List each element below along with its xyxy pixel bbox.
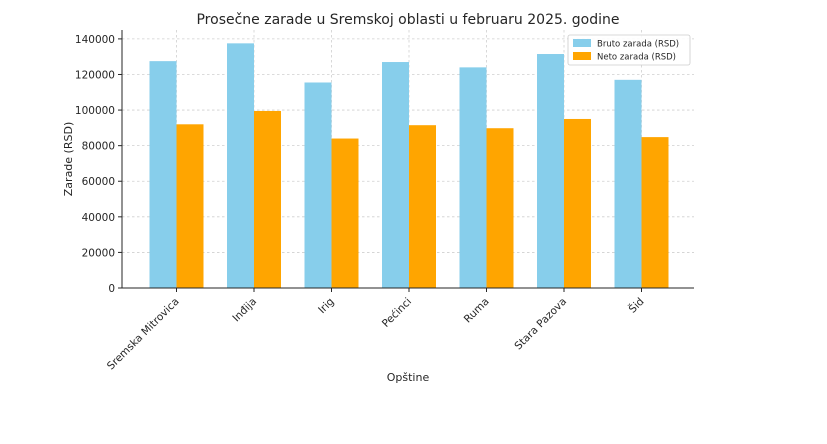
- bar-bruto-5: [537, 54, 564, 288]
- bar-bruto-1: [227, 43, 254, 289]
- bar-bruto-3: [382, 62, 409, 288]
- legend-label-neto: Neto zarada (RSD): [597, 53, 676, 63]
- x-tick-label: Sremska Mitrovica: [105, 296, 182, 373]
- x-axis-label: Opštine: [387, 371, 430, 384]
- bar-bruto-6: [614, 79, 642, 289]
- x-tick-label: Ruma: [462, 296, 492, 326]
- y-tick-label: 140000: [75, 34, 115, 46]
- y-tick-label: 120000: [75, 69, 115, 81]
- chart-title: Prosečne zarade u Sremskoj oblasti u feb…: [196, 12, 619, 28]
- legend-swatch-bruto: [573, 39, 591, 47]
- legend-label-bruto: Bruto zarada (RSD): [597, 40, 679, 50]
- bar-bruto-2: [304, 82, 332, 288]
- y-tick-label: 60000: [82, 176, 115, 188]
- x-tick-label: Irig: [316, 296, 337, 317]
- bar-neto-0: [176, 124, 204, 288]
- legend-swatch-neto: [573, 52, 591, 60]
- legend: Bruto zarada (RSD) Neto zarada (RSD): [567, 34, 691, 66]
- bar-neto-3: [409, 125, 436, 288]
- y-tick-label: 0: [108, 283, 115, 295]
- y-tick-label: 100000: [75, 105, 115, 117]
- bar-neto-1: [254, 110, 281, 288]
- bar-neto-6: [641, 137, 669, 288]
- y-axis-label: Zarade (RSD): [62, 122, 75, 196]
- x-tick-label: Stara Pazova: [512, 296, 569, 353]
- bar-neto-4: [486, 128, 514, 288]
- bar-bruto-0: [149, 61, 177, 288]
- x-ticks: Sremska Mitrovica Inđija Irig Pećinci Ruma St…: [105, 288, 647, 372]
- y-tick-label: 40000: [82, 212, 115, 224]
- bar-neto-2: [331, 138, 359, 288]
- y-ticks: 0 20000 40000 60000 80000 100000 120000 140000: [75, 34, 122, 295]
- bars: [149, 43, 669, 289]
- legend-frame: [567, 34, 691, 66]
- x-tick-label: Inđija: [230, 296, 259, 325]
- axes: [121, 30, 694, 289]
- y-tick-label: 80000: [82, 141, 115, 153]
- bar-neto-5: [564, 118, 591, 288]
- x-tick-label: Šid: [626, 295, 647, 316]
- bar-bruto-4: [459, 67, 487, 289]
- y-tick-label: 20000: [82, 247, 115, 259]
- x-tick-label: Pećinci: [380, 296, 414, 330]
